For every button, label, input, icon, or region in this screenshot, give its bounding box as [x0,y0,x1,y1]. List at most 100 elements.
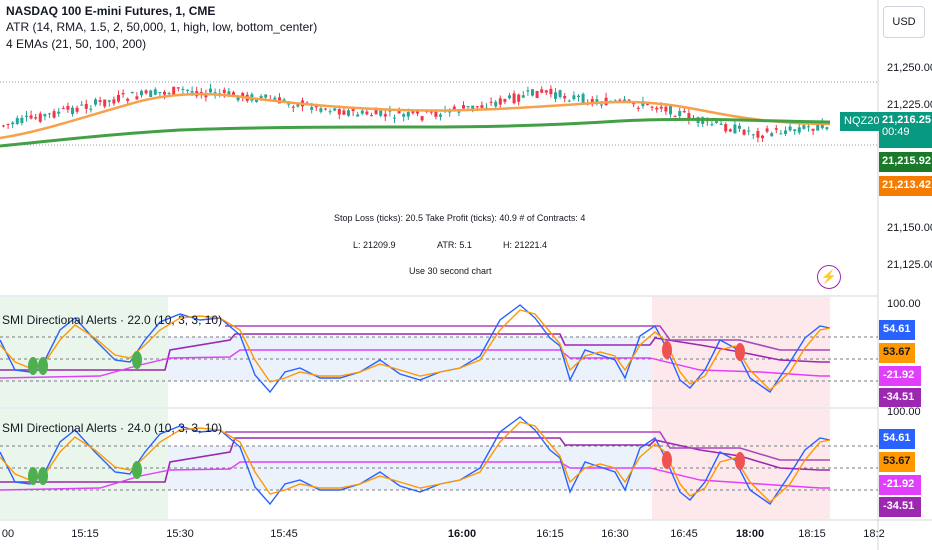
candle-body [618,99,622,101]
candle-body [544,90,548,93]
candle-body [310,106,314,110]
candle-body [20,117,24,123]
candle-body [126,98,130,101]
candle-body [719,123,723,125]
lightning-icon[interactable]: ⚡ [817,265,841,289]
candle-body [112,99,116,104]
symbol-legend[interactable]: NASDAQ 100 E-mini Futures, 1, CME [6,4,216,18]
candle-body [342,110,346,115]
candle-body [232,92,235,96]
candle-body [595,99,599,102]
time-tick: 18:00 [735,528,765,540]
candle-body [144,90,148,94]
candle-body [457,111,461,113]
candle-body [669,104,672,115]
smi-signal-line [0,437,830,483]
candle-body [296,102,300,107]
candle-body [466,106,470,108]
candle-body [149,90,153,98]
time-tick: 16:30 [601,528,629,540]
candle-body [140,90,143,96]
time-tick: 15:45 [270,528,298,540]
candle-body [167,93,171,95]
candle-body [494,101,498,107]
candle-body [471,105,475,110]
candle-body [291,106,295,108]
candle-body [360,110,364,114]
candle-body [590,98,594,103]
candle-body [710,124,714,126]
candle-body [393,117,396,119]
smi-value-blue: 54.61 [879,429,915,449]
candle-body [52,111,56,118]
candle-body [397,110,401,114]
candle-body [34,117,38,119]
candle-body [521,95,525,98]
candle-body [535,90,539,99]
candle-body [406,111,410,117]
smi-value-blue: 54.61 [879,320,915,340]
time-tick: 16:45 [670,528,698,540]
candle-body [222,89,226,93]
candle-body [554,92,557,99]
time-tick: 00 [1,528,15,540]
candle-body [107,100,111,102]
candle-body [190,91,194,93]
last-price-value: 21,216.25 [882,114,931,126]
time-tick: 16:15 [536,528,564,540]
candle-body [623,99,626,102]
candle-body [526,90,530,92]
candle-body [627,99,631,101]
smi-value-purple: -34.51 [879,388,921,407]
smi-pane-title[interactable]: SMI Directional Alerts · 24.0 (10, 3, 3,… [2,421,223,435]
candle-body [779,133,783,135]
candle-body [333,108,337,111]
candle-body [811,128,815,131]
candle-body [89,108,93,110]
candle-body [374,109,378,115]
candle-body [728,129,732,132]
smi-value-magenta: -21.92 [879,475,921,495]
time-tick: 16:00 [447,528,477,540]
candle-body [439,114,442,117]
candle-body [687,113,691,121]
candle-body [84,103,88,109]
candle-body [264,94,268,98]
currency-button[interactable]: USD [883,6,925,38]
candle-body [747,130,751,132]
candle-body [347,110,350,116]
time-tick: 15:30 [166,528,194,540]
candle-body [420,116,424,121]
time-tick: 15:15 [71,528,99,540]
candle-body [43,114,47,117]
candle-body [797,127,801,133]
candle-body [508,95,511,99]
ema-legend[interactable]: 4 EMAs (21, 50, 100, 200) [6,37,147,51]
candle-body [103,99,107,107]
candle-body [761,135,764,139]
atr-low: L: 21209.9 [353,240,396,250]
candle-body [512,93,516,104]
candle-body [715,121,718,123]
candle-body [66,105,70,110]
candle-body [117,94,120,102]
candle-body [227,91,231,97]
time-tick: 18:2 [863,528,885,540]
candle-body [517,94,521,102]
candle-body [434,111,438,117]
candle-body [61,107,65,109]
atr-value: ATR: 5.1 [437,240,472,250]
candle-body [793,129,797,132]
candle-body [567,100,571,102]
smi-upper-line [225,431,830,461]
candle-body [416,111,419,114]
atr-legend[interactable]: ATR (14, RMA, 1.5, 2, 50,000, 1, high, l… [6,20,318,34]
atr-high: H: 21221.4 [503,240,548,250]
smi-pane-title[interactable]: SMI Directional Alerts · 22.0 (10, 3, 3,… [2,313,223,327]
candle-body [742,129,746,135]
candle-body [241,92,245,98]
ema-green-badge: 21,215.92 [879,152,932,172]
candle-body [2,125,5,127]
candle-body [724,124,728,132]
